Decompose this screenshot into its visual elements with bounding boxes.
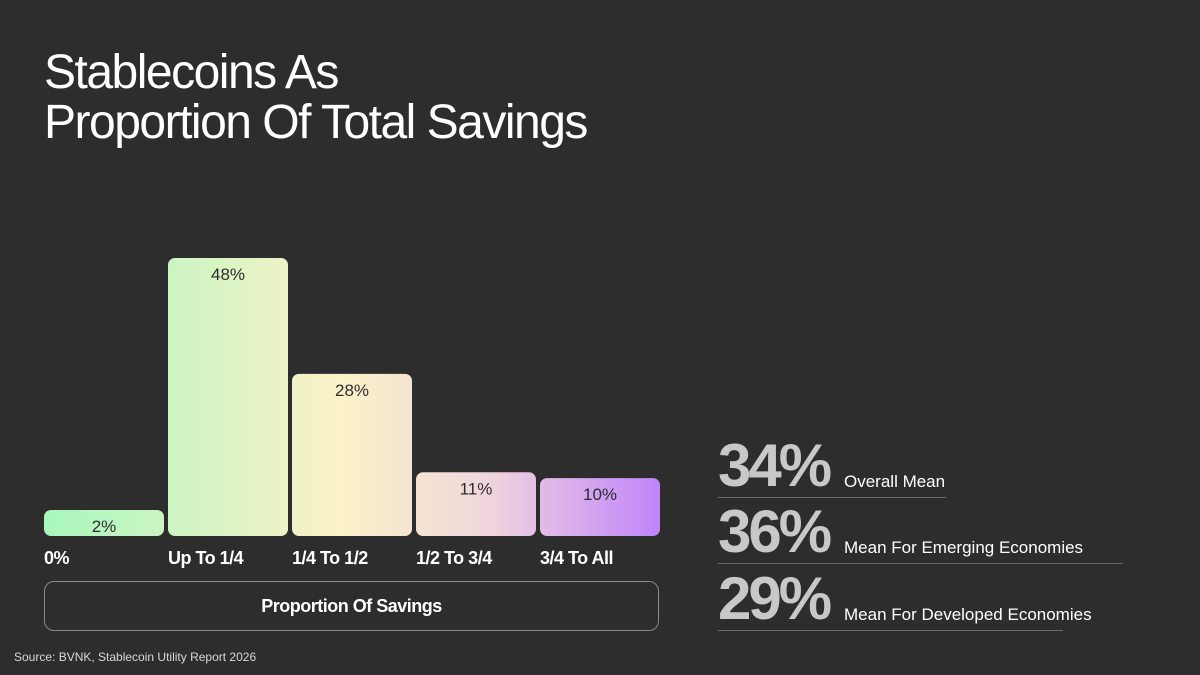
category-label-0: 0% — [44, 548, 70, 568]
bar-1 — [168, 258, 288, 536]
stat-value: 36% — [718, 498, 832, 565]
data-label-4: 10% — [583, 485, 617, 504]
stat-value: 34% — [718, 432, 832, 499]
data-label-3: 11% — [460, 479, 493, 498]
data-label-2: 28% — [335, 381, 369, 400]
stat-divider — [718, 630, 1063, 631]
x-axis-label: Proportion Of Savings — [44, 581, 659, 631]
stat-label: Mean For Developed Economies — [844, 605, 1092, 624]
stat-divider — [718, 497, 946, 498]
bar-0 — [44, 510, 164, 536]
page-title: Stablecoins As Proportion Of Total Savin… — [44, 46, 588, 149]
bar-4 — [540, 478, 660, 536]
title-line-2: Proportion Of Total Savings — [44, 96, 588, 149]
bar-2 — [292, 373, 412, 536]
data-label-0: 2% — [92, 517, 117, 536]
category-label-1: Up To 1/4 — [168, 548, 244, 568]
category-label-4: 3/4 To All — [540, 548, 614, 568]
category-label-3: 1/2 To 3/4 — [416, 548, 492, 568]
stat-developed-mean: 29% Mean For Developed Economies — [718, 569, 1138, 631]
data-label-1: 48% — [211, 265, 245, 284]
category-label-2: 1/4 To 1/2 — [292, 548, 368, 568]
stat-label: Overall Mean — [844, 472, 946, 491]
stat-label: Mean For Emerging Economies — [844, 538, 1084, 557]
stat-emerging-mean: 36% Mean For Emerging Economies — [718, 502, 1138, 564]
stat-overall-mean: 34% Overall Mean — [718, 436, 1138, 498]
title-line-1: Stablecoins As — [44, 46, 339, 99]
stat-value: 29% — [718, 565, 832, 632]
source-note: Source: BVNK, Stablecoin Utility Report … — [14, 650, 257, 664]
stat-divider — [718, 563, 1123, 564]
bar-3 — [416, 472, 536, 536]
